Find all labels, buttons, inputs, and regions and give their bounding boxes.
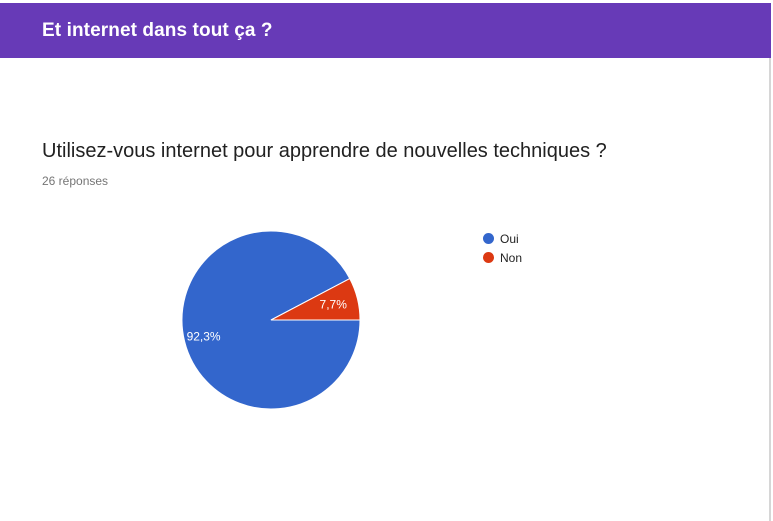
legend-item-non[interactable]: Non <box>483 248 522 267</box>
pie-label-non: 7,7% <box>320 298 348 312</box>
pie-label-oui: 92,3% <box>187 330 221 344</box>
section-header: Et internet dans tout ça ? <box>0 3 771 58</box>
legend-swatch-non <box>483 252 494 263</box>
pie-slice-non[interactable] <box>270 277 361 321</box>
top-edge <box>0 0 771 3</box>
response-count: 26 réponses <box>42 174 109 188</box>
section-title: Et internet dans tout ça ? <box>42 19 273 41</box>
legend-item-oui[interactable]: Oui <box>483 229 522 248</box>
legend-label-oui: Oui <box>500 231 519 246</box>
chart-legend: Oui Non <box>483 229 522 267</box>
legend-swatch-oui <box>483 233 494 244</box>
question-title: Utilisez-vous internet pour apprendre de… <box>42 140 607 162</box>
legend-label-non: Non <box>500 250 523 265</box>
